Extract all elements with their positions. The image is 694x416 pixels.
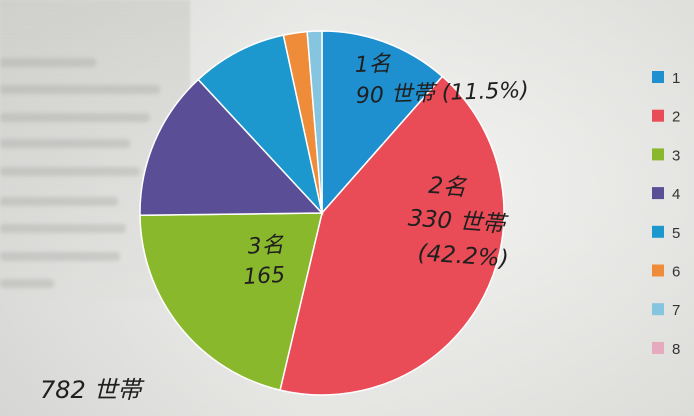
legend-label-3: 3 — [672, 147, 680, 164]
pie-slices — [139, 30, 505, 396]
footnote-total: 782 世帯 — [40, 376, 145, 404]
bleed-text-line — [0, 58, 96, 67]
legend-swatch-2 — [652, 109, 664, 122]
legend-swatch-7 — [652, 303, 664, 316]
legend-label-2: 2 — [672, 109, 680, 126]
pie-slice-2 — [279, 75, 505, 396]
pie-slice-1 — [321, 30, 444, 215]
legend-swatch-1 — [652, 71, 664, 83]
legend-swatch-3 — [652, 148, 664, 161]
pie-slice-7 — [306, 30, 323, 214]
legend-label-1: 1 — [672, 70, 680, 87]
bleed-text-line — [0, 139, 130, 148]
legend: 1 2 3 4 5 6 7 8 — [652, 70, 680, 358]
bleed-text-line — [0, 85, 160, 94]
bleed-text-line — [0, 113, 150, 122]
bleed-text-line — [0, 197, 118, 206]
pie-slice-3 — [139, 212, 323, 392]
legend-label-6: 6 — [672, 264, 680, 281]
bleed-text-line — [0, 167, 140, 176]
legend-swatch-8 — [652, 341, 664, 354]
legend-label-8: 8 — [672, 341, 680, 358]
annotation-line: 2名 — [428, 173, 468, 202]
legend-swatch-4 — [652, 187, 664, 200]
bleed-text-line — [0, 224, 126, 233]
legend-swatch-5 — [652, 225, 664, 238]
pie-slice-4 — [139, 78, 324, 217]
annotation-line: 165 — [243, 263, 286, 290]
bleed-text-line — [0, 279, 54, 288]
legend-label-4: 4 — [672, 186, 680, 203]
pie-slice-5 — [197, 34, 324, 216]
annotation-line: 1名 — [354, 52, 392, 78]
legend-swatch-6 — [652, 264, 664, 277]
annotation-line: (42.2%) — [417, 240, 510, 272]
annotation-line: 3名 — [247, 233, 285, 260]
legend-label-5: 5 — [672, 225, 680, 242]
annotation-line: 90 世帯 (11.5%) — [355, 78, 529, 109]
legend-label-7: 7 — [672, 302, 680, 319]
bleed-text-line — [0, 252, 120, 261]
